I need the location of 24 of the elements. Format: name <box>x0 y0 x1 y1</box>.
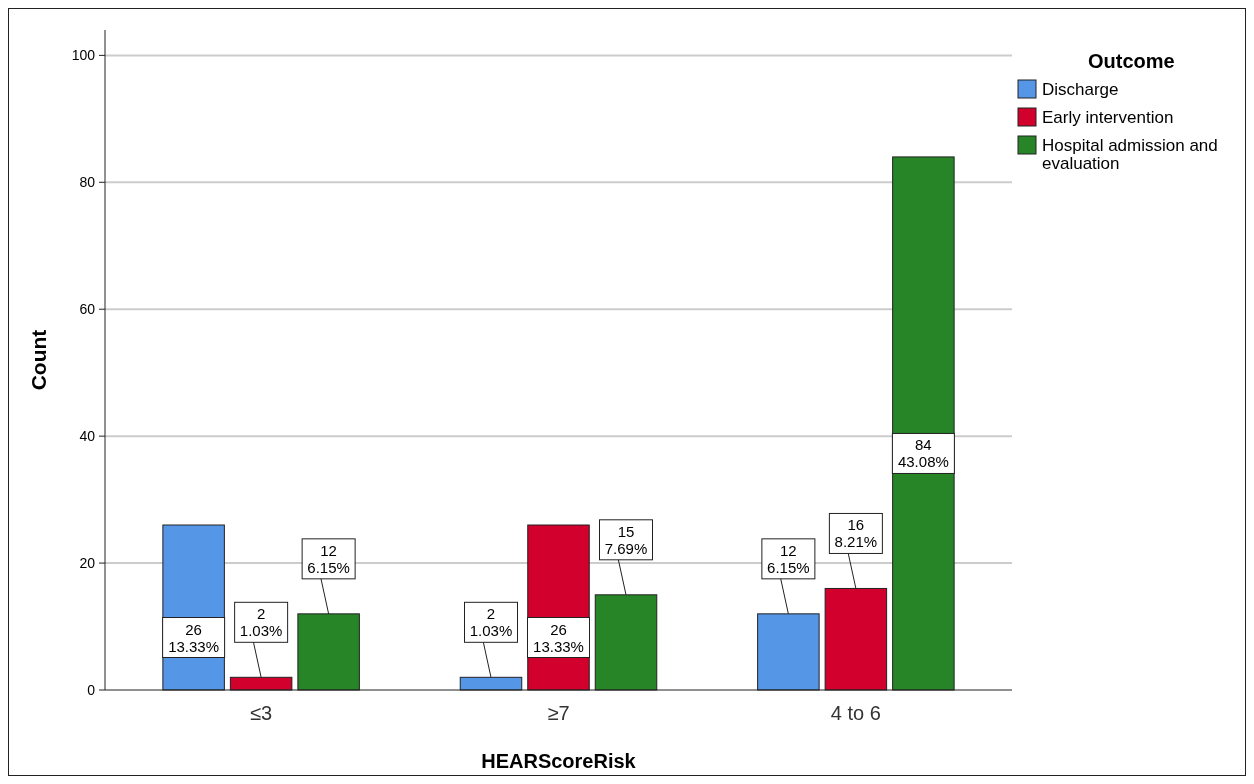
data-label: 2 1.03% <box>239 605 283 640</box>
data-label: 26 13.33% <box>533 620 584 655</box>
x-axis-title: HEARScoreRisk <box>481 750 637 772</box>
data-label: 16 8.21% <box>834 516 878 551</box>
y-tick-label: 0 <box>87 682 96 698</box>
x-tick-label: ≤3 <box>250 702 273 724</box>
y-tick-label: 60 <box>79 301 96 318</box>
data-label: 12 6.15% <box>307 541 350 576</box>
y-tick-label: 100 <box>71 47 96 64</box>
legend-label: Early intervention <box>1042 108 1174 127</box>
data-label: 84 43.08% <box>897 436 949 471</box>
y-tick-label: 40 <box>79 428 96 445</box>
data-label: 12 6.15% <box>767 541 810 576</box>
x-tick-label: ≥7 <box>547 702 570 724</box>
data-label: 2 1.03% <box>469 605 513 640</box>
data-label: 15 7.69% <box>604 522 648 557</box>
legend-title: Outcome <box>1088 50 1175 72</box>
y-tick-label: 20 <box>79 555 96 572</box>
legend-label: Hospital admission and evaluation <box>1042 136 1218 173</box>
x-tick-label: 4 to 6 <box>830 702 881 724</box>
y-axis-title: Count <box>27 329 50 391</box>
y-tick-label: 80 <box>79 174 96 191</box>
data-label: 26 13.33% <box>168 620 220 655</box>
legend-label: Discharge <box>1042 80 1119 99</box>
